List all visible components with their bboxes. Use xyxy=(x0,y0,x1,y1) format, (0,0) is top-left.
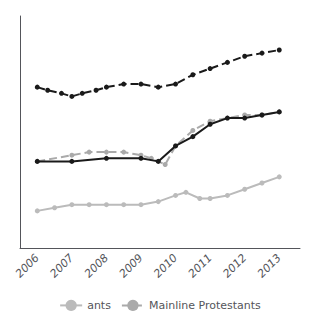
svg-text:2013: 2013 xyxy=(255,251,284,280)
svg-text:2011: 2011 xyxy=(186,251,215,280)
svg-text:ants: ants xyxy=(87,299,111,312)
svg-text:2012: 2012 xyxy=(220,251,249,280)
svg-text:2007: 2007 xyxy=(47,251,76,280)
svg-text:2009: 2009 xyxy=(117,251,146,280)
svg-text:2010: 2010 xyxy=(151,251,180,280)
svg-text:2006: 2006 xyxy=(13,251,42,280)
svg-text:2008: 2008 xyxy=(82,251,111,280)
svg-text:Mainline Protestants: Mainline Protestants xyxy=(149,299,261,312)
